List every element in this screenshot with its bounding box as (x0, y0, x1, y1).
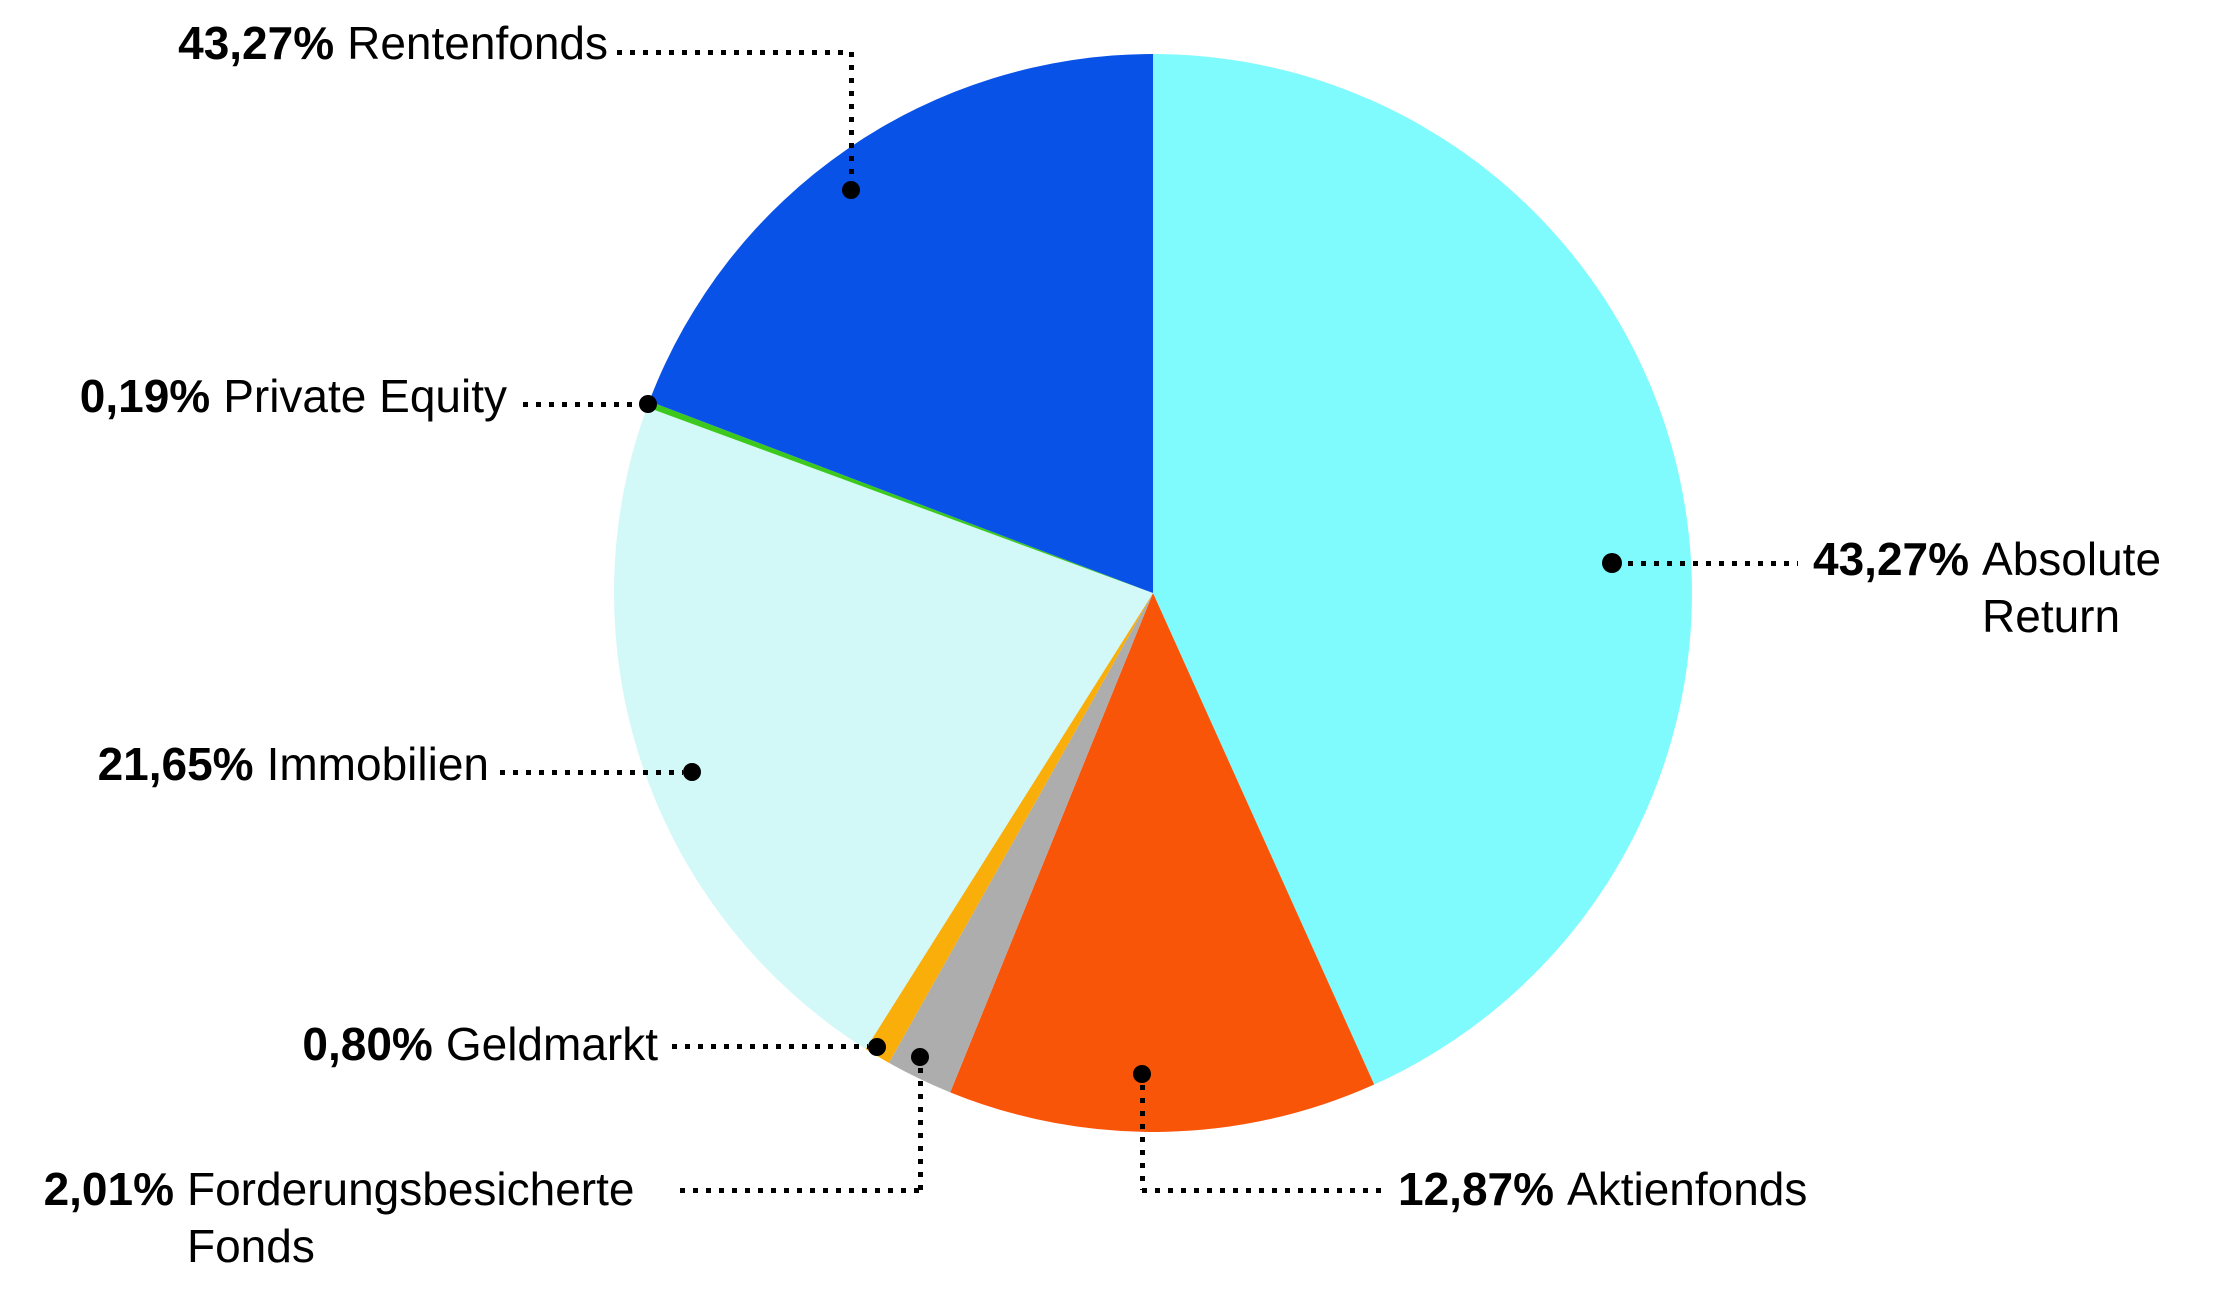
pie-slice-immobilien (613, 407, 1153, 1049)
leader-immobilien-horizontal (500, 770, 683, 775)
label-geldmarkt-percent: 0,80% (302, 1018, 433, 1070)
leader-aktienfonds-horizontal (1142, 1188, 1385, 1193)
label-geldmarkt: 0,80% Geldmarkt (302, 1016, 658, 1073)
label-immobilien: 21,65% Immobilien (98, 736, 489, 793)
pie-slice-aktienfonds (950, 593, 1375, 1132)
pie-slice-forderungsbesicherte-fonds (888, 593, 1153, 1093)
label-aktienfonds-name: Aktienfonds (1567, 1163, 1808, 1215)
leader-aktienfonds-vertical (1140, 1085, 1145, 1190)
leader-forderungsbesicherte-horizontal (680, 1188, 920, 1193)
marker-dot-absolute-return (1602, 553, 1622, 573)
label-absolute-return: 43,27% Absolute Return (1813, 531, 2212, 645)
label-immobilien-percent: 21,65% (97, 738, 254, 790)
pie-slice-rentenfonds (649, 54, 1153, 593)
label-absolute-return-name: Absolute Return (1982, 533, 2162, 642)
label-rentenfonds-percent: 43,27% (178, 17, 335, 69)
leader-geldmarkt-horizontal (672, 1044, 868, 1049)
label-forderungsbesicherte-name: Forderungsbesicherte Fonds (187, 1163, 635, 1272)
label-aktienfonds: 12,87% Aktienfonds (1398, 1161, 1807, 1218)
marker-dot-private-equity (639, 395, 657, 413)
label-geldmarkt-name: Geldmarkt (445, 1018, 658, 1070)
label-aktienfonds-percent: 12,87% (1398, 1163, 1555, 1215)
label-rentenfonds: 43,27% Rentenfonds (178, 15, 608, 72)
label-private-equity-name: Private Equity (223, 370, 507, 422)
label-forderungsbesicherte-percent: 2,01% (43, 1163, 174, 1215)
marker-dot-aktienfonds (1133, 1065, 1151, 1083)
label-forderungsbesicherte-fonds: 2,01% Forderungsbesicherte Fonds (44, 1161, 662, 1275)
leader-rentenfonds-horizontal (617, 50, 849, 55)
pie-slice-geldmarkt (865, 593, 1153, 1063)
marker-dot-rentenfonds (842, 181, 860, 199)
label-private-equity-percent: 0,19% (79, 370, 211, 422)
leader-absolute-return-horizontal (1628, 561, 1798, 566)
leader-rentenfonds-vertical (849, 52, 854, 184)
label-immobilien-name: Immobilien (266, 738, 489, 790)
label-rentenfonds-name: Rentenfonds (347, 17, 608, 69)
label-private-equity: 0,19% Private Equity (80, 368, 507, 425)
leader-private-equity-horizontal (523, 402, 639, 407)
pie-slice-absolute-return (1153, 54, 1692, 1085)
label-absolute-return-percent: 43,27% (1813, 533, 1970, 585)
leader-forderungsbesicherte-vertical (918, 1068, 923, 1192)
marker-dot-immobilien (683, 763, 701, 781)
marker-dot-geldmarkt (868, 1038, 886, 1056)
marker-dot-forderungsbesicherte-fonds (911, 1048, 929, 1066)
pie-chart (613, 54, 1692, 1132)
pie-slice-private-equity (647, 401, 1153, 593)
